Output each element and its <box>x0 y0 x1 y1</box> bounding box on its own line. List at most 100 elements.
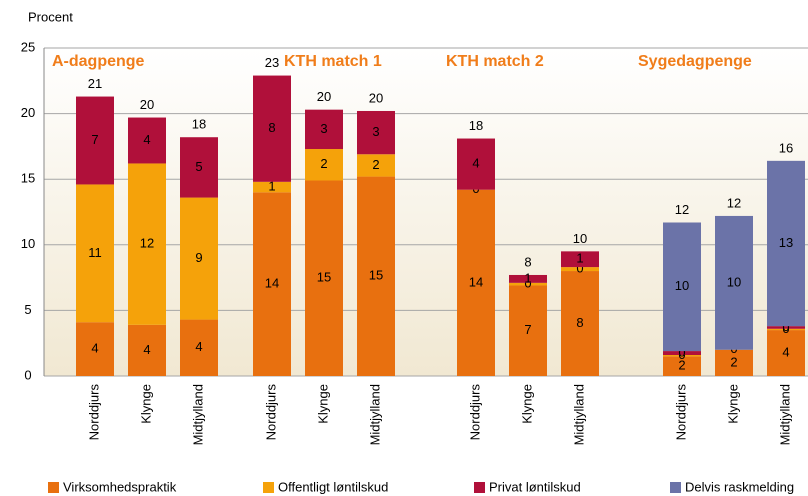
bar-segment <box>128 324 166 376</box>
value-label: 2 <box>730 354 737 369</box>
bar-segment <box>509 285 547 376</box>
bar-segment <box>180 197 218 320</box>
bar-segment <box>180 319 218 376</box>
bar-segment <box>767 326 805 329</box>
value-label: 2 <box>372 157 379 172</box>
value-label: 3 <box>320 121 327 136</box>
bar-segment <box>457 189 495 376</box>
bar-segment <box>767 330 805 376</box>
y-tick-label: 0 <box>24 367 31 382</box>
legend-swatch <box>48 482 59 493</box>
value-label: 2 <box>320 156 327 171</box>
y-tick-label: 10 <box>21 236 35 251</box>
total-label: 12 <box>727 195 741 210</box>
total-label: 16 <box>779 140 793 155</box>
y-tick-label: 25 <box>21 39 35 54</box>
value-label: 9 <box>195 250 202 265</box>
value-label: 10 <box>727 274 741 289</box>
bar-segment <box>561 271 599 376</box>
legend-swatch <box>474 482 485 493</box>
total-label: 20 <box>369 90 383 105</box>
value-label: 2 <box>678 358 685 373</box>
y-axis-label: Procent <box>28 9 73 24</box>
bar-segment <box>305 149 343 181</box>
bar-segment <box>357 176 395 376</box>
value-label: 4 <box>143 342 150 357</box>
bar-segment <box>509 274 547 283</box>
value-label: 3 <box>372 124 379 139</box>
legend-label: Privat løntilskud <box>489 479 581 494</box>
x-tick-label: Klynge <box>315 384 330 424</box>
bar-segment <box>715 349 753 376</box>
bar-segment <box>715 215 753 350</box>
value-label: 4 <box>782 344 789 359</box>
bar-segment <box>457 138 495 190</box>
value-label: 14 <box>469 274 483 289</box>
y-tick-label: 15 <box>21 171 35 186</box>
bar-segment <box>180 137 218 198</box>
legend-label: Virksomhedspraktik <box>63 479 177 494</box>
x-tick-label: Midtjylland <box>190 384 205 445</box>
value-label: 0 <box>576 261 583 276</box>
bar-segment <box>253 75 291 182</box>
value-label: 14 <box>265 276 279 291</box>
x-tick-label: Norddjurs <box>263 384 278 441</box>
bar-segment <box>305 109 343 150</box>
total-label: 21 <box>88 76 102 91</box>
bar-segment <box>76 322 114 376</box>
value-label: 0 <box>524 276 531 291</box>
bar-segment <box>561 251 599 268</box>
bar-segment <box>76 96 114 185</box>
value-label: 11 <box>88 245 102 260</box>
value-label: 8 <box>268 120 275 135</box>
total-label: 18 <box>192 117 206 132</box>
legend-swatch <box>263 482 274 493</box>
value-label: 13 <box>779 235 793 250</box>
x-tick-label: Norddjurs <box>86 384 101 441</box>
value-label: 4 <box>143 132 150 147</box>
bar-segment <box>357 154 395 177</box>
value-label: 5 <box>195 159 202 174</box>
total-label: 10 <box>573 231 587 246</box>
value-label: 4 <box>91 341 98 356</box>
value-label: 7 <box>91 132 98 147</box>
bar-segment <box>663 355 701 357</box>
value-label: 4 <box>195 339 202 354</box>
bar-segment <box>509 282 547 286</box>
total-label: 20 <box>317 89 331 104</box>
total-label: 23 <box>265 55 279 70</box>
bar-segment <box>767 160 805 327</box>
bar-segment <box>128 163 166 325</box>
x-tick-label: Norddjurs <box>467 384 482 441</box>
bar-segment <box>253 181 291 193</box>
value-label: 12 <box>140 236 154 251</box>
value-label: 4 <box>472 156 479 171</box>
y-tick-label: 20 <box>21 105 35 120</box>
bar-segment <box>128 117 166 164</box>
bar-segment <box>253 192 291 376</box>
total-label: 18 <box>469 118 483 133</box>
x-tick-label: Norddjurs <box>673 384 688 441</box>
bar-segment <box>561 267 599 272</box>
value-label: 15 <box>369 268 383 283</box>
value-label: 1 <box>268 179 275 194</box>
legend-label: Delvis raskmelding <box>685 479 794 494</box>
y-tick-label: 5 <box>24 302 31 317</box>
value-label: 0 <box>678 344 685 359</box>
value-label: 1 <box>524 270 531 285</box>
value-label: 8 <box>576 315 583 330</box>
group-label: KTH match 2 <box>446 53 544 70</box>
x-tick-label: Klynge <box>725 384 740 424</box>
total-label: 8 <box>524 254 531 269</box>
bar-segment <box>305 180 343 376</box>
x-tick-label: Midtjylland <box>777 384 792 445</box>
bar-segment <box>357 110 395 155</box>
value-label: 1 <box>576 251 583 266</box>
value-label: 7 <box>524 322 531 337</box>
bar-segment <box>76 184 114 323</box>
bar-segment <box>663 351 701 356</box>
legend-label: Offentligt løntilskud <box>278 479 388 494</box>
value-label: 15 <box>317 270 331 285</box>
total-label: 12 <box>675 202 689 217</box>
